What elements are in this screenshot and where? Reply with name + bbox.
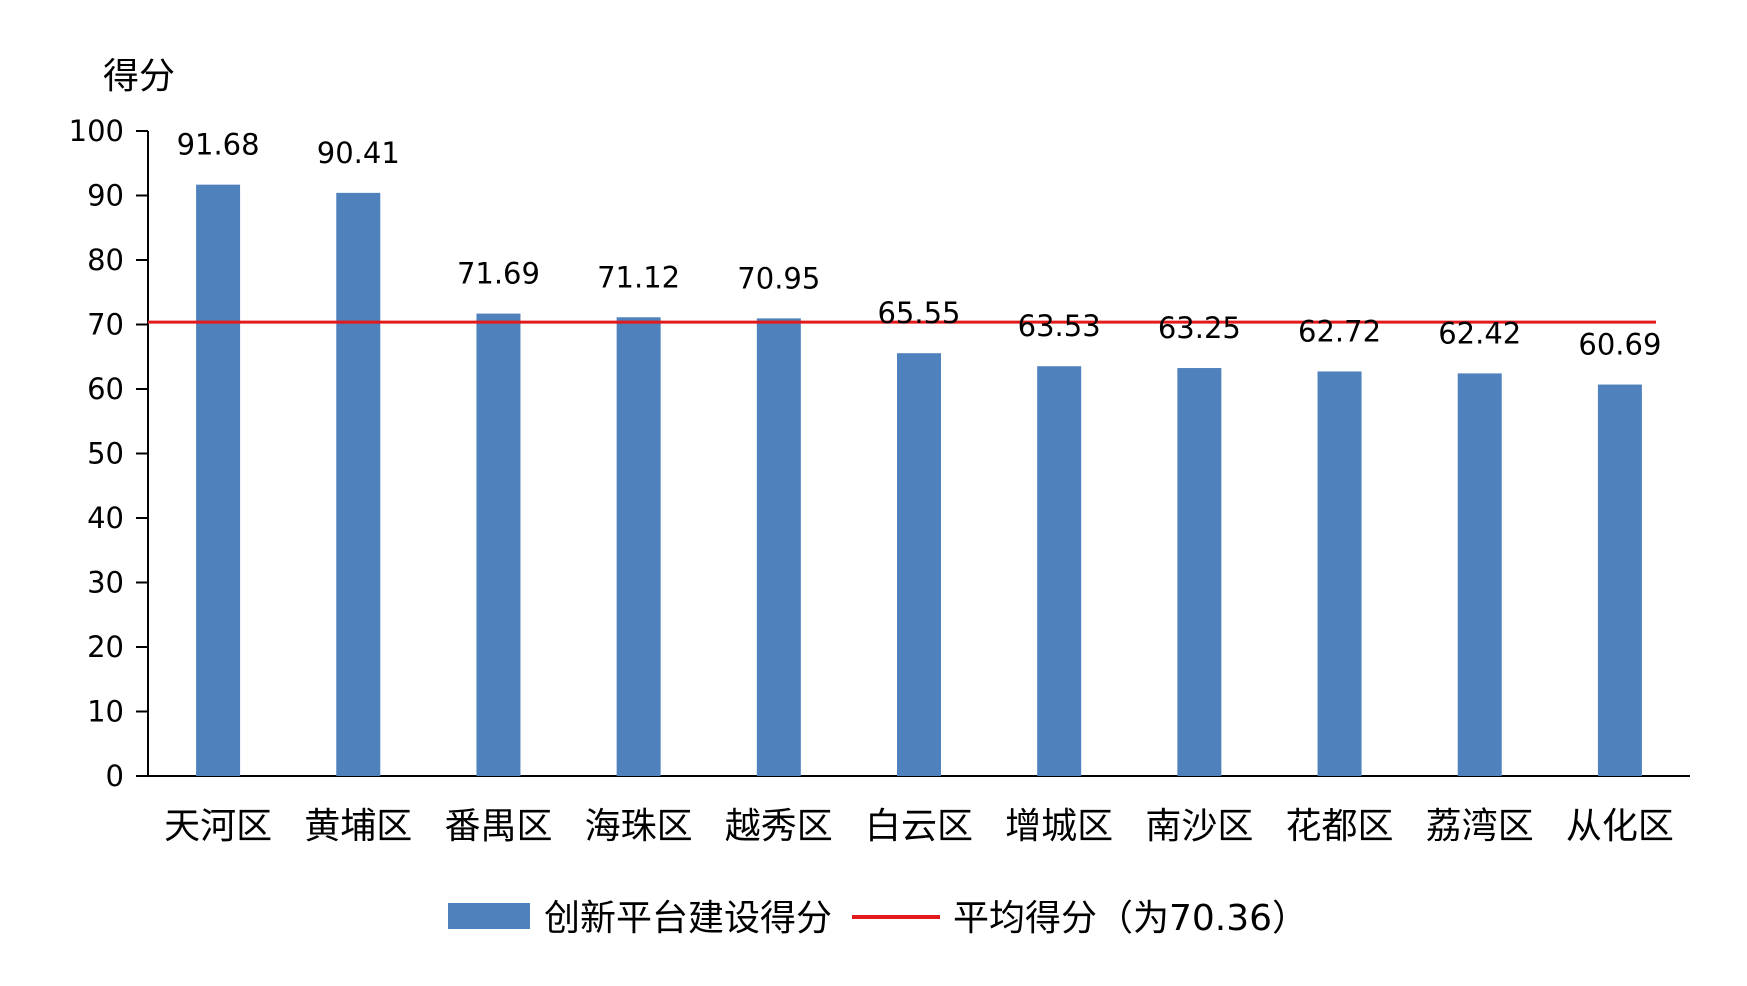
data-label: 62.72 xyxy=(1298,314,1381,348)
bar xyxy=(336,192,381,777)
bar xyxy=(756,318,801,776)
data-label: 60.69 xyxy=(1578,328,1661,362)
bar xyxy=(476,313,521,776)
x-category-label: 增城区 xyxy=(1005,806,1113,847)
x-category-label: 越秀区 xyxy=(725,806,833,847)
data-label: 71.12 xyxy=(597,260,680,294)
data-label: 91.68 xyxy=(177,128,260,162)
y-tick-label: 30 xyxy=(87,566,124,600)
bar xyxy=(1177,368,1222,776)
data-label: 90.41 xyxy=(317,136,400,170)
legend-line-label: 平均得分（为70.36） xyxy=(953,898,1308,939)
data-label: 70.95 xyxy=(737,261,820,295)
y-tick-label: 0 xyxy=(106,759,124,793)
legend-bar-label: 创新平台建设得分 xyxy=(544,898,832,939)
y-tick-label: 20 xyxy=(87,630,124,664)
x-category-label: 花都区 xyxy=(1286,806,1394,847)
axes-group: 0 10 20 30 40 50 60 70 80 90 100 xyxy=(69,114,1690,793)
y-tick-label: 90 xyxy=(87,179,124,213)
data-label: 63.53 xyxy=(1018,309,1101,343)
data-label: 65.55 xyxy=(877,296,960,330)
y-tick-label: 70 xyxy=(87,308,124,342)
bar xyxy=(1317,371,1362,776)
y-tick-label: 100 xyxy=(69,114,124,148)
labels-group: 91.68 天河区 90.41 黄埔区 71.69 番禺区 71.12 海珠区 70.95 越秀区… xyxy=(164,128,1674,847)
bar xyxy=(1037,366,1082,776)
y-tick-label: 10 xyxy=(87,695,124,729)
legend: 创新平台建设得分 平均得分（为70.36） xyxy=(448,898,1308,939)
x-category-label: 海珠区 xyxy=(585,806,693,847)
x-category-label: 白云区 xyxy=(865,806,973,847)
x-category-label: 天河区 xyxy=(164,806,272,847)
data-label: 62.42 xyxy=(1438,316,1521,350)
x-category-label: 从化区 xyxy=(1566,806,1674,847)
bars-group xyxy=(196,184,1642,777)
bar xyxy=(1457,373,1502,776)
y-tick-label: 80 xyxy=(87,243,124,277)
y-tick-label: 50 xyxy=(87,437,124,471)
x-category-label: 南沙区 xyxy=(1145,806,1253,847)
bar xyxy=(196,184,241,776)
bar xyxy=(1597,384,1642,776)
y-tick-label: 40 xyxy=(87,501,124,535)
y-axis-title: 得分 xyxy=(103,56,175,97)
x-category-label: 荔湾区 xyxy=(1426,806,1534,847)
x-category-label: 黄埔区 xyxy=(304,806,412,847)
legend-bar-swatch xyxy=(448,903,530,929)
bar xyxy=(616,317,661,776)
bar xyxy=(897,353,941,776)
data-label: 63.25 xyxy=(1158,311,1241,345)
x-category-label: 番禺区 xyxy=(444,806,552,847)
y-tick-label: 60 xyxy=(87,372,124,406)
data-label: 71.69 xyxy=(457,257,540,291)
